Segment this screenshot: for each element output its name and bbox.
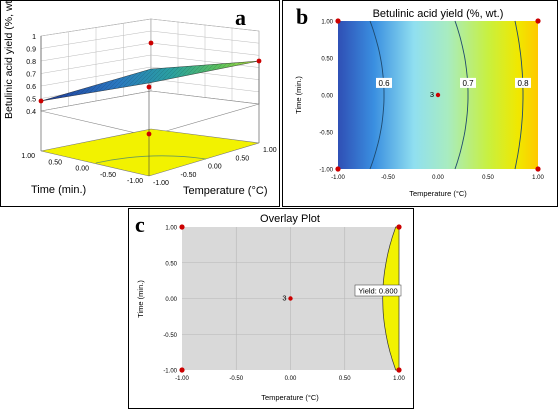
x-tick-label: 0.50 [339, 376, 351, 382]
contour-lines: 0.6 0.7 0.8 [369, 20, 531, 170]
surface-plot: 0.40.50.60.70.80.91 -1.00-0.500.000.501.… [3, 1, 277, 197]
y-tick-label: -0.50 [163, 333, 177, 339]
x-tick-label: 1.00 [393, 376, 405, 382]
center-point [288, 296, 293, 301]
contour-label: 0.7 [462, 79, 474, 88]
design-point [396, 224, 402, 230]
contour-label-box [515, 77, 531, 88]
y-tick-labels: 1.00 0.50 0.00 -0.50 -1.00 [21, 153, 143, 185]
design-point [535, 166, 541, 172]
surface-design-point [148, 40, 154, 46]
overlay-grid [182, 227, 399, 370]
y-axis-title: Time (min.) [136, 280, 145, 318]
contour-label-box [376, 77, 392, 88]
x-tick-label: 0.00 [285, 376, 297, 382]
x-tick-label: -1.00 [331, 175, 345, 181]
x-tick-labels: -1.00 -0.50 0.00 0.50 1.00 [153, 147, 277, 187]
center-point-label: 3 [430, 90, 434, 99]
design-point [535, 18, 541, 24]
y-tick-label: 0.50 [48, 159, 62, 166]
design-point [396, 367, 402, 373]
design-point [335, 166, 341, 172]
x-tick-label: -1.00 [153, 180, 169, 187]
surface-plot-panel: 0.4 0.5 0.6 0.7 0.8 0.9 1 -1.00 -0.50 0.00 0.50 1.… [0, 0, 280, 207]
panel-label-b: b [296, 4, 309, 29]
x-tick-label: -0.50 [381, 175, 395, 181]
z-tick-labels: 0.4 0.5 0.6 0.7 0.8 0.9 1 [26, 34, 36, 116]
x-axis-title: Temperature (°C) [409, 189, 467, 198]
contour-line [454, 20, 469, 170]
y-tick-label: 0.50 [321, 57, 333, 63]
y-tick-label: 1.00 [321, 20, 333, 26]
chart-title: Betulinic acid yield (%, wt.) [373, 8, 504, 20]
y-tick-label: -0.50 [100, 172, 116, 179]
contour-line [369, 20, 385, 170]
overlay-plot-panel: 3 -1.00 -0.50 0.00 0.50 1.00 -1.00 -0.50 0.00 0… [128, 208, 414, 409]
surface-center-point [146, 84, 152, 90]
y-tick-label: 0.50 [165, 261, 177, 267]
y-tick-label: 0.00 [75, 166, 89, 173]
chart-title: Overlay Plot [260, 213, 320, 225]
y-tick-label: 1.00 [21, 153, 35, 160]
y-tick-labels: -1.00 -0.50 0.00 0.50 1.00 [163, 226, 177, 375]
y-tick-label: -1.00 [163, 369, 177, 375]
contour-plot: 0.6 0.7 0.8 3 -1.00 -0.50 0.00 0.50 1.00 -1.00… [294, 8, 544, 198]
y-tick-label: -1.00 [319, 168, 333, 174]
overlay-plot: 3 -1.00 -0.50 0.00 0.50 1.00 -1.00 -0.50 0.00 0… [136, 213, 405, 402]
z-axis-title: Betulinic acid yield (%, wt.) [3, 1, 15, 119]
z-tick-label: 0.9 [26, 47, 36, 54]
x-tick-labels: -1.00 -0.50 0.00 0.50 1.00 [175, 376, 405, 382]
x-axis-title: Temperature (°C) [183, 185, 267, 197]
surface-design-point [146, 131, 152, 137]
x-tick-label: -1.00 [175, 376, 189, 382]
yield-flag-label: Yield: 0.800 [358, 287, 397, 296]
z-tick-label: 0.7 [26, 72, 36, 79]
x-tick-label: 0.50 [482, 175, 494, 181]
x-tick-label: 1.00 [263, 147, 277, 154]
x-tick-label: 1.00 [532, 175, 544, 181]
y-tick-label: 0.00 [165, 297, 177, 303]
contour-label: 0.8 [517, 79, 529, 88]
x-tick-labels: -1.00 -0.50 0.00 0.50 1.00 [331, 175, 544, 181]
y-axis-title: Time (min.) [294, 76, 303, 114]
x-tick-label: 0.00 [432, 175, 444, 181]
y-tick-labels: -1.00 -0.50 0.00 0.50 1.00 [319, 20, 333, 174]
contour-line [514, 20, 524, 170]
y-tick-label: -1.00 [127, 178, 143, 185]
design-point [179, 224, 185, 230]
z-tick-label: 0.6 [26, 84, 36, 91]
yield-flag: Yield: 0.800 [354, 284, 402, 297]
z-tick-label: 0.5 [26, 97, 36, 104]
design-points: 3 [179, 224, 402, 373]
z-tick-label: 0.4 [26, 109, 36, 116]
y-axis-title: Time (min.) [31, 184, 86, 196]
surface-design-point [38, 98, 44, 104]
design-point [179, 367, 185, 373]
y-tick-label: -0.50 [319, 131, 333, 137]
panel-label-a: a [235, 5, 246, 30]
y-tick-label: 1.00 [165, 226, 177, 232]
design-point [335, 18, 341, 24]
wall-grid [40, 18, 260, 112]
yield-flag-box [354, 284, 402, 297]
z-tick-label: 1 [32, 34, 36, 41]
design-points: 3 [335, 18, 541, 172]
center-point [435, 92, 441, 98]
center-point-label: 3 [282, 294, 286, 303]
x-axis-title: Temperature (°C) [261, 393, 319, 402]
floor-contour-line [95, 155, 207, 164]
y-tick-label: 0.00 [321, 94, 333, 100]
x-tick-label: 0.00 [208, 164, 222, 171]
feasible-region [382, 226, 400, 371]
x-tick-label: -0.50 [229, 376, 243, 382]
surface-mesh [41, 61, 259, 101]
surface-design-point [256, 58, 262, 64]
contour-label: 0.6 [378, 79, 390, 88]
contour-plot-panel: 0.6 0.7 0.8 3 -1.00 -0.50 0.00 0.50 1.00 -1.00… [282, 0, 558, 207]
contour-label-box [460, 77, 476, 88]
panel-label-c: c [135, 212, 145, 237]
x-tick-label: 0.50 [236, 155, 250, 162]
z-tick-label: 0.8 [26, 59, 36, 66]
x-tick-label: -0.50 [181, 172, 197, 179]
